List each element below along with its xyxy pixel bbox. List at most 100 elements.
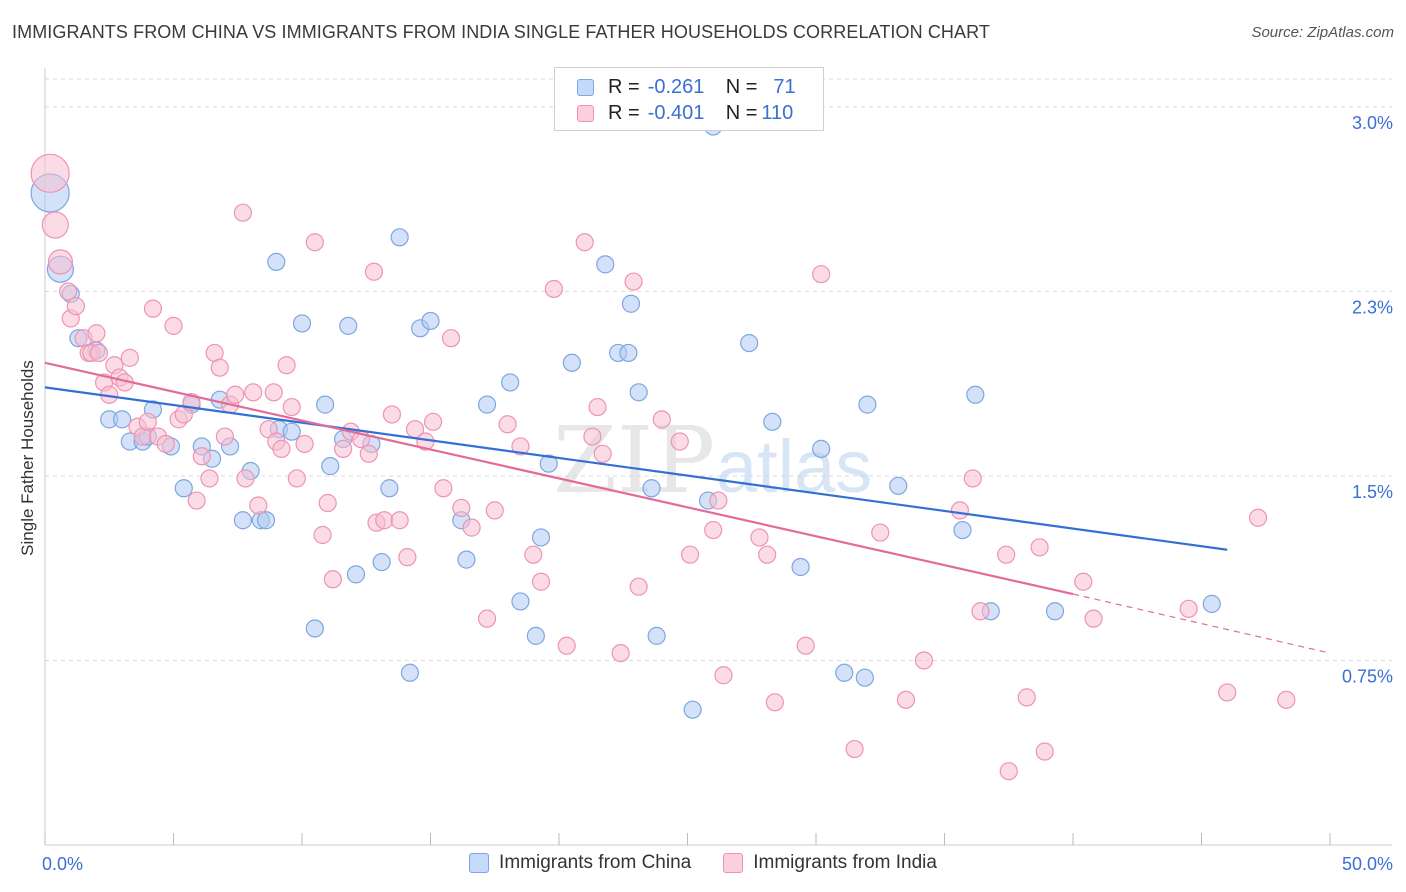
legend-n-value: 110 xyxy=(761,101,794,124)
india-point xyxy=(871,523,890,542)
india-point xyxy=(295,434,314,454)
india-point xyxy=(313,525,332,545)
india-point xyxy=(41,211,69,239)
trend-line-india-extension xyxy=(1072,593,1331,654)
india-point xyxy=(434,479,453,498)
tick-labels: 0.75% 1.5% 2.3% 3.0% 0.0% 50.0% xyxy=(42,113,1393,874)
china-point xyxy=(390,228,409,247)
india-point xyxy=(143,299,163,318)
legend-n-label: N = xyxy=(725,75,758,98)
china-point xyxy=(457,550,476,569)
india-point xyxy=(588,397,607,417)
source-label: Source: ZipAtlas.com xyxy=(1251,24,1394,41)
china-point xyxy=(740,333,759,353)
india-point xyxy=(971,602,990,621)
india-point xyxy=(1074,572,1093,591)
series-legend: Immigrants from China Immigrants from In… xyxy=(0,852,1406,874)
india-point xyxy=(382,405,402,424)
legend-item-india[interactable]: Immigrants from India xyxy=(723,852,937,874)
china-point xyxy=(619,343,638,363)
india-point xyxy=(1277,690,1296,709)
india-point xyxy=(462,518,481,537)
india-point xyxy=(709,491,728,510)
india-point xyxy=(575,233,594,252)
china-point xyxy=(233,511,252,530)
china-point xyxy=(1202,594,1221,613)
china-point xyxy=(791,557,810,577)
india-point xyxy=(390,511,409,530)
china-point xyxy=(372,552,391,572)
india-point xyxy=(375,511,394,530)
india-point xyxy=(398,548,417,567)
india-point xyxy=(950,501,970,520)
legend-swatch-india xyxy=(577,104,594,122)
china-point xyxy=(511,592,530,611)
india-point xyxy=(272,439,291,458)
y-tick-label: 1.5% xyxy=(1352,482,1393,502)
india-point xyxy=(233,203,252,222)
china-point xyxy=(305,619,324,638)
china-point xyxy=(647,626,666,645)
trend-lines xyxy=(44,361,1331,654)
india-point xyxy=(652,410,671,429)
gridlines xyxy=(45,78,1392,661)
india-point xyxy=(138,412,157,431)
india-point xyxy=(226,385,245,404)
india-point xyxy=(334,439,353,458)
legend-label-india: Immigrants from India xyxy=(753,852,937,873)
india-point xyxy=(557,636,576,655)
india-point xyxy=(524,545,543,564)
india-point xyxy=(282,397,301,417)
india-point xyxy=(544,279,563,299)
india-point xyxy=(1030,538,1049,557)
india-point xyxy=(680,545,700,564)
india-point xyxy=(704,520,723,540)
china-point xyxy=(421,311,440,331)
china-point xyxy=(621,294,641,313)
china-point xyxy=(346,565,366,584)
india-point xyxy=(485,501,504,520)
india-point xyxy=(305,233,324,252)
india-point xyxy=(187,491,206,510)
india-point xyxy=(236,469,255,488)
legend-swatch-india xyxy=(723,853,744,873)
india-point xyxy=(477,609,497,628)
china-point xyxy=(316,395,335,414)
x-tick-label: 50.0% xyxy=(1342,854,1393,874)
china-point xyxy=(400,663,420,682)
india-point xyxy=(1084,609,1103,628)
india-point xyxy=(812,265,831,284)
india-point xyxy=(215,427,234,446)
legend-item-china[interactable]: Immigrants from China xyxy=(469,852,691,874)
india-point xyxy=(323,570,342,589)
india-point xyxy=(611,643,630,663)
china-point xyxy=(858,395,877,414)
china-point xyxy=(629,383,648,402)
legend-n-value: 71 xyxy=(773,75,796,98)
legend-label-china: Immigrants from China xyxy=(499,852,692,873)
india-point xyxy=(120,348,139,367)
china-point xyxy=(953,520,972,540)
legend-n-label: N = xyxy=(725,101,758,124)
china-point xyxy=(763,412,782,431)
india-point xyxy=(264,383,283,402)
india-point xyxy=(156,434,175,454)
india-point xyxy=(249,496,268,515)
china-point xyxy=(683,700,702,719)
india-point xyxy=(1035,742,1054,761)
india-point xyxy=(359,444,378,463)
china-point xyxy=(292,314,312,333)
china-point xyxy=(835,663,854,682)
legend-row-india: R = -0.401 N = 110 xyxy=(577,101,793,125)
legend-r-value: -0.401 xyxy=(647,101,705,124)
china-point xyxy=(256,511,276,530)
india-point xyxy=(796,636,815,655)
china-point xyxy=(642,479,661,498)
china-point xyxy=(282,422,301,441)
y-tick-label: 0.75% xyxy=(1342,666,1393,686)
trend-line-india xyxy=(44,361,1074,596)
india-point xyxy=(423,412,443,431)
china-point xyxy=(855,668,874,687)
india-point xyxy=(750,528,769,547)
china-point xyxy=(966,385,985,404)
